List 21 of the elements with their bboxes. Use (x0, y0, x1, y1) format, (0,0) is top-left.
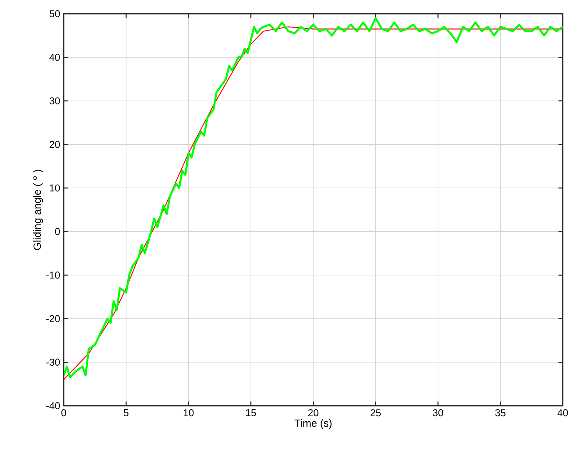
x-tick-label: 0 (62, 410, 66, 417)
y-tick-label: -30 (46, 358, 60, 366)
x-axis-title: Time (s) (294, 419, 332, 430)
x-tick-label: 40 (558, 410, 568, 417)
x-tick-label: 15 (246, 410, 256, 416)
y-tick-label: 10 (50, 184, 60, 192)
x-tick-label: 30 (433, 410, 444, 417)
y-tick-label: -40 (46, 402, 60, 410)
x-tick-label: 35 (495, 410, 506, 417)
x-tick-label: 25 (370, 410, 381, 417)
x-tick-label: 5 (124, 410, 129, 416)
y-tick-label: 40 (50, 54, 60, 62)
x-tick-label: 20 (308, 410, 319, 417)
y-tick-label: 50 (50, 10, 60, 18)
y-tick-label: 0 (55, 228, 60, 236)
y-tick-label: 20 (50, 141, 60, 148)
x-tick-label: 10 (184, 410, 194, 417)
y-tick-label: -20 (46, 315, 60, 322)
y-tick-label: -10 (46, 272, 60, 279)
y-axis-title: Gliding angle ( $^{o}$ ) (33, 170, 44, 250)
y-tick-label: 30 (50, 98, 60, 105)
